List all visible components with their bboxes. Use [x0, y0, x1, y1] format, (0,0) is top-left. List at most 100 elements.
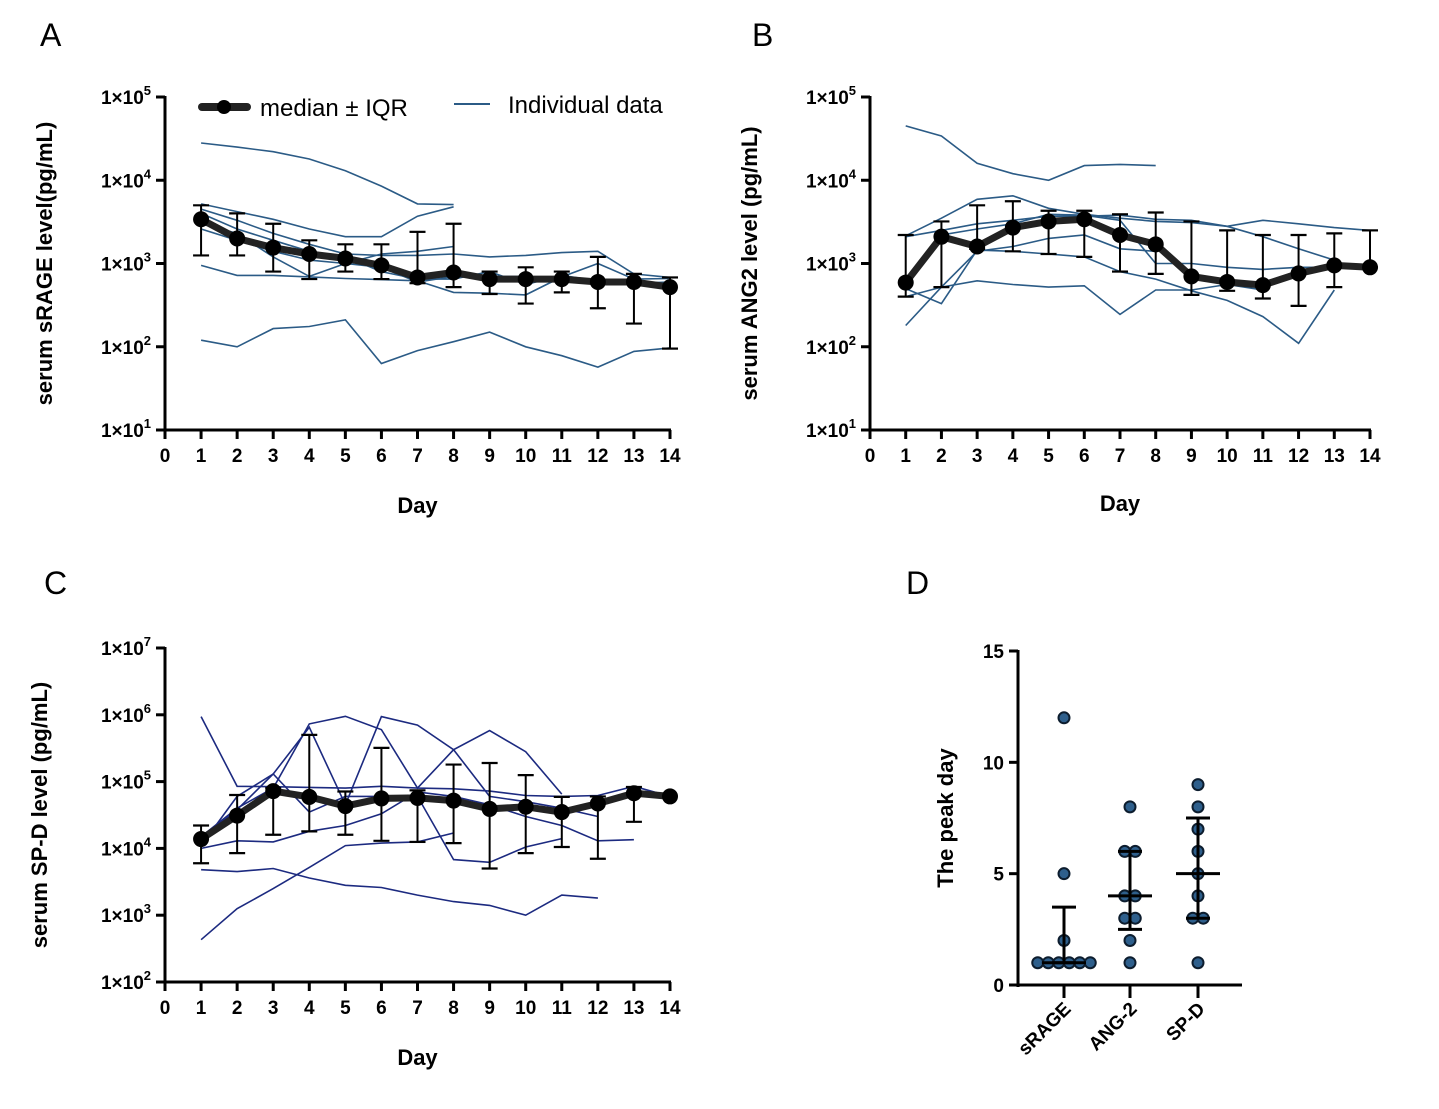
median-point: [445, 264, 462, 281]
median-point: [589, 273, 606, 290]
median-point: [373, 790, 390, 807]
median-point: [1254, 277, 1271, 294]
x-tick-label: 7: [1115, 446, 1126, 467]
data-point: [1191, 800, 1205, 814]
median-point: [301, 788, 318, 805]
median-point: [337, 250, 354, 267]
median-point: [1326, 257, 1343, 274]
x-tick-label: 5: [340, 446, 351, 467]
median-point: [662, 788, 678, 805]
median-point: [897, 274, 914, 291]
y-axis-title: serum sRAGE level(pg/mL): [32, 122, 57, 406]
x-tick-label: 3: [972, 446, 983, 467]
x-tick-label: 4: [1008, 446, 1019, 467]
individual-line-1: [201, 142, 454, 206]
x-tick-label: 9: [484, 998, 495, 1019]
x-tick-label: 9: [1186, 446, 1197, 467]
y-axis-title: serum SP-D level (pg/mL): [27, 682, 52, 949]
x-tick-label: 6: [376, 998, 387, 1019]
x-tick-label: 10: [515, 998, 536, 1019]
legend-median-marker: [217, 100, 231, 114]
median-point: [1112, 226, 1128, 243]
x-tick-label: 13: [623, 998, 644, 1019]
median-point: [1147, 236, 1164, 253]
y-tick-label: 1×101: [101, 416, 151, 442]
x-tick-label: 6: [1079, 446, 1090, 467]
data-point: [1057, 711, 1071, 725]
y-axis-title: The peak day: [933, 748, 958, 888]
x-tick-label: 12: [1288, 446, 1309, 467]
x-tick-label: 13: [1324, 446, 1345, 467]
x-tick-label: 5: [1043, 446, 1054, 467]
median-point: [1219, 273, 1236, 290]
x-tick-label: 13: [623, 446, 644, 467]
y-tick-label: 10: [983, 753, 1004, 774]
median-point: [229, 230, 246, 247]
y-axis-title: serum ANG2 level (pg/mL): [737, 126, 762, 400]
y-tick-label: 15: [983, 642, 1005, 663]
median-point: [265, 783, 282, 800]
y-tick-label: 1×103: [806, 250, 856, 276]
individual-line-3: [200, 262, 671, 296]
data-point: [1191, 956, 1205, 970]
median-point: [553, 271, 570, 288]
x-tick-label: 2: [936, 446, 947, 467]
median-point: [337, 798, 354, 815]
median-point: [662, 279, 678, 296]
x-tick-label: 1: [900, 446, 911, 467]
y-tick-label: 1×102: [101, 333, 151, 359]
x-tick-label: 8: [448, 998, 459, 1019]
median-point: [1040, 213, 1057, 230]
y-tick-label: 1×102: [101, 968, 151, 994]
data-point: [1057, 867, 1071, 881]
y-tick-label: 1×103: [101, 250, 151, 276]
x-tick-label: 3: [268, 446, 279, 467]
x-tick-label: 14: [659, 446, 681, 467]
median-point: [1183, 268, 1200, 285]
panel-label-c: C: [44, 565, 67, 601]
x-tick-label: 11: [552, 998, 573, 1019]
x-axis-title: Day: [1100, 491, 1141, 516]
y-tick-label: 1×104: [101, 834, 152, 860]
y-tick-label: 1×105: [101, 83, 151, 109]
y-tick-label: 1×105: [806, 83, 856, 109]
individual-line-2: [200, 715, 563, 838]
individual-line-5: [201, 867, 598, 917]
x-axis-title: Day: [397, 493, 438, 518]
x-tick-label: 1: [196, 998, 207, 1019]
x-tick-label: 8: [1150, 446, 1161, 467]
y-tick-label: 1×105: [101, 768, 151, 794]
median-point: [1290, 265, 1307, 282]
legend: median ± IQR Individual data: [198, 92, 663, 122]
x-tick-label: 3: [268, 998, 279, 1019]
y-tick-label: 1×102: [806, 333, 856, 359]
x-tick-label: 1: [196, 446, 207, 467]
x-tick-label: 5: [340, 998, 351, 1019]
median-point: [409, 269, 426, 286]
data-point: [1123, 800, 1137, 814]
individual-line-4: [905, 234, 1156, 327]
y-tick-label: 1×104: [101, 166, 152, 192]
median-point: [969, 238, 986, 255]
data-point: [1123, 933, 1137, 947]
median-point: [1362, 259, 1378, 276]
median-point: [445, 792, 462, 809]
panel-label-a: A: [40, 17, 62, 53]
panel-label-b: B: [752, 17, 773, 53]
median-point: [625, 273, 642, 290]
y-tick-label: 1×101: [806, 416, 856, 442]
y-tick-label: 5: [993, 865, 1004, 886]
y-tick-label: 1×107: [101, 634, 151, 660]
median-point: [301, 246, 318, 263]
median-point: [625, 785, 642, 802]
x-tick-label: 6: [376, 446, 387, 467]
x-tick-label: 0: [865, 446, 876, 467]
median-point: [589, 795, 606, 812]
x-tick-label: 12: [587, 446, 608, 467]
x-tick-label: 0: [160, 998, 171, 1019]
